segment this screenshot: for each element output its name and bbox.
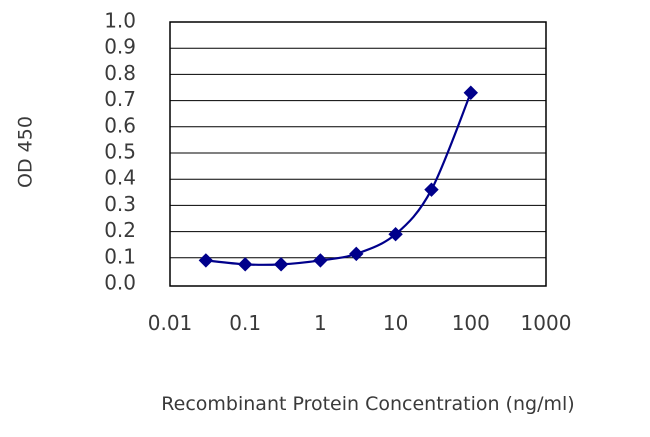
y-tick-label: 0.1 <box>104 244 136 268</box>
data-point-marker <box>388 227 403 242</box>
x-tick-labels: 0.01 0.1 1 10 100 1000 <box>148 311 572 335</box>
y-tick-labels: 0.0 0.10.20.30.40.5 0.60.70.80.91.0 <box>104 9 136 295</box>
y-tick-label: 0.7 <box>104 87 136 111</box>
y-tick-label: 0.9 <box>104 35 136 59</box>
data-point-marker <box>198 253 214 268</box>
data-point-marker <box>313 253 328 268</box>
x-tick-label: 0.01 <box>148 311 193 335</box>
grid-layer <box>170 47 546 259</box>
y-tick-label: 0.4 <box>104 166 136 190</box>
y-tick-label: 0.2 <box>104 218 136 242</box>
y-tick-label: 0.0 <box>104 271 136 295</box>
y-tick-label: 0.5 <box>104 140 136 164</box>
y-tick-label: 1.0 <box>104 9 136 33</box>
x-tick-label: 10 <box>383 311 408 335</box>
plot-frame <box>169 21 547 287</box>
x-axis-title: Recombinant Protein Concentration (ng/ml… <box>161 393 574 415</box>
x-tick-label: 1 <box>314 311 327 335</box>
y-axis-title: OD 450 <box>15 116 37 188</box>
data-point-marker <box>273 257 289 272</box>
x-tick-label: 100 <box>452 311 490 335</box>
x-tick-label: 1000 <box>521 311 572 335</box>
data-point-marker <box>463 85 479 100</box>
data-point-marker <box>349 246 364 262</box>
x-tick-label: 0.1 <box>229 311 261 335</box>
data-point-marker <box>237 257 253 272</box>
data-point-marker <box>424 182 439 197</box>
y-tick-label: 0.8 <box>104 61 136 85</box>
y-tick-label: 0.3 <box>104 192 136 216</box>
y-tick-label: 0.6 <box>104 113 136 137</box>
series-layer <box>198 85 479 272</box>
